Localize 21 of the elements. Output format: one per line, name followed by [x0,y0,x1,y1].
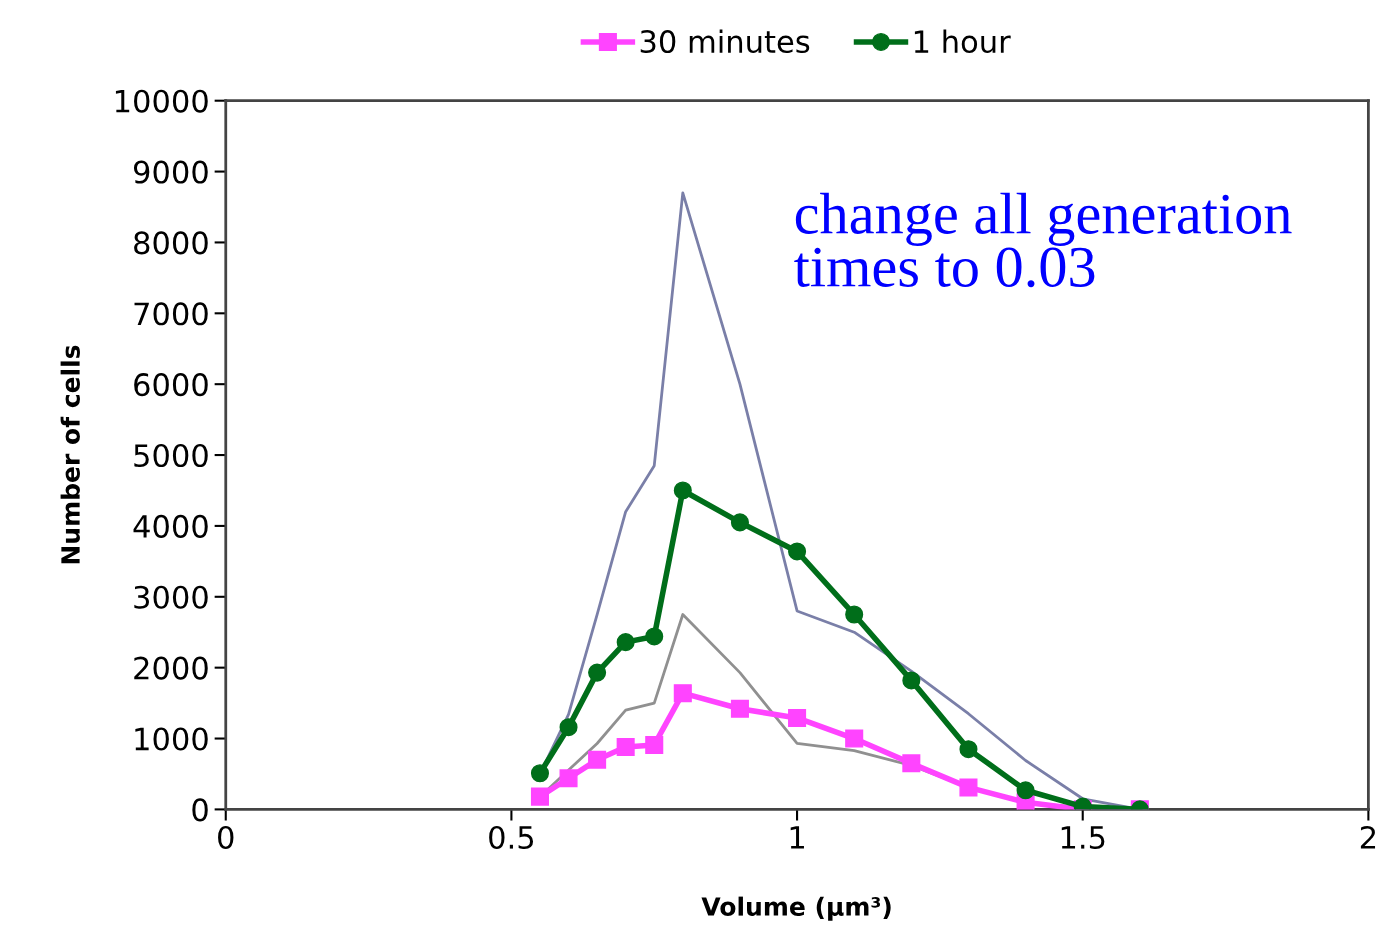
y-tick-label: 2000 [134,656,208,680]
y-tick-label: 7000 [134,302,208,326]
y-axis-title: Number of cells [60,345,80,564]
y-tick-label: 1000 [135,727,208,751]
y-tick-label: 4000 [133,514,208,538]
x-tick-label: 0 [218,825,234,850]
legend-label: 1 hour [914,29,1011,54]
y-tick-label: 0 [192,798,208,822]
y-tick-label: 6000 [134,373,208,397]
y-tick-label: 8000 [134,231,208,255]
x-tick-label: 1 [790,826,804,849]
y-tick-label: 9000 [133,160,208,184]
annotation: change all generation times to 0.03 [794,192,1292,288]
y-tick-label: 5000 [134,443,208,468]
x-tick-label: 1.5 [1061,826,1105,850]
y-tick-label: 10000 [115,89,208,113]
legend-label: 30 minutes [640,29,810,54]
x-tick-label: 0.5 [489,825,534,850]
x-tick-label: 2 [1360,825,1376,849]
y-tick-label: 3000 [134,585,208,609]
x-axis-title: Volume (µm³) [701,896,891,921]
